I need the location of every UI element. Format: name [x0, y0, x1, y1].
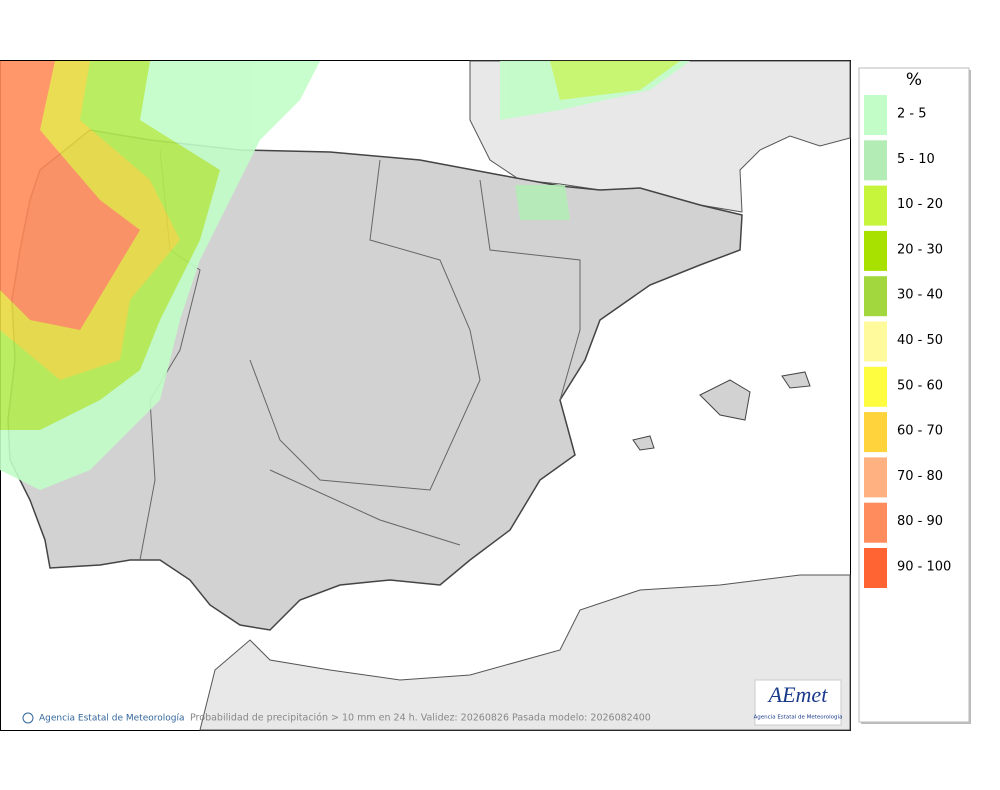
caption: Probabilidad de precipitación > 10 mm en… [190, 713, 651, 724]
map: Agencia Estatal de Meteorología Probabil… [0, 60, 851, 731]
legend-label: 20 - 30 [897, 242, 943, 257]
logo: AEmet [767, 682, 829, 707]
logo-subtitle: Agencia Estatal de Meteorología [754, 714, 843, 721]
legend-swatch [864, 140, 887, 181]
legend-swatch [864, 95, 887, 135]
legend-swatch [864, 276, 887, 317]
africa [199, 574, 851, 731]
legend-label: 10 - 20 [897, 197, 943, 212]
legend-label: 50 - 60 [897, 378, 943, 393]
legend-swatch [864, 230, 887, 271]
logo-box [754, 679, 842, 726]
legend-label: 30 - 40 [897, 288, 943, 303]
legend-title: % [906, 70, 922, 90]
legend-swatch [864, 457, 887, 498]
legend-swatch [864, 548, 887, 588]
legend-swatch [864, 321, 887, 362]
ibiza [632, 435, 655, 451]
credit: Agencia Estatal de Meteorología [39, 714, 185, 724]
legend-label: 70 - 80 [897, 469, 943, 484]
legend-swatch [864, 366, 887, 407]
mallorca [699, 379, 751, 421]
legend-label: 60 - 70 [897, 424, 943, 439]
legend-label: 2 - 5 [897, 107, 927, 122]
legend-label: 40 - 50 [897, 333, 943, 348]
copyright-icon [22, 712, 34, 724]
legend: % 2 - 5 5 - 10 10 - 20 20 - 30 30 - 40 40 - 5… [858, 67, 971, 724]
legend-swatch [864, 502, 887, 543]
legend-label: 80 - 90 [897, 514, 943, 529]
legend-label: 90 - 100 [897, 560, 951, 575]
menorca [781, 371, 811, 389]
legend-label: 5 - 10 [897, 152, 935, 167]
precipitation-overlay [0, 61, 690, 490]
legend-swatch [864, 412, 887, 453]
legend-swatch [864, 185, 887, 226]
